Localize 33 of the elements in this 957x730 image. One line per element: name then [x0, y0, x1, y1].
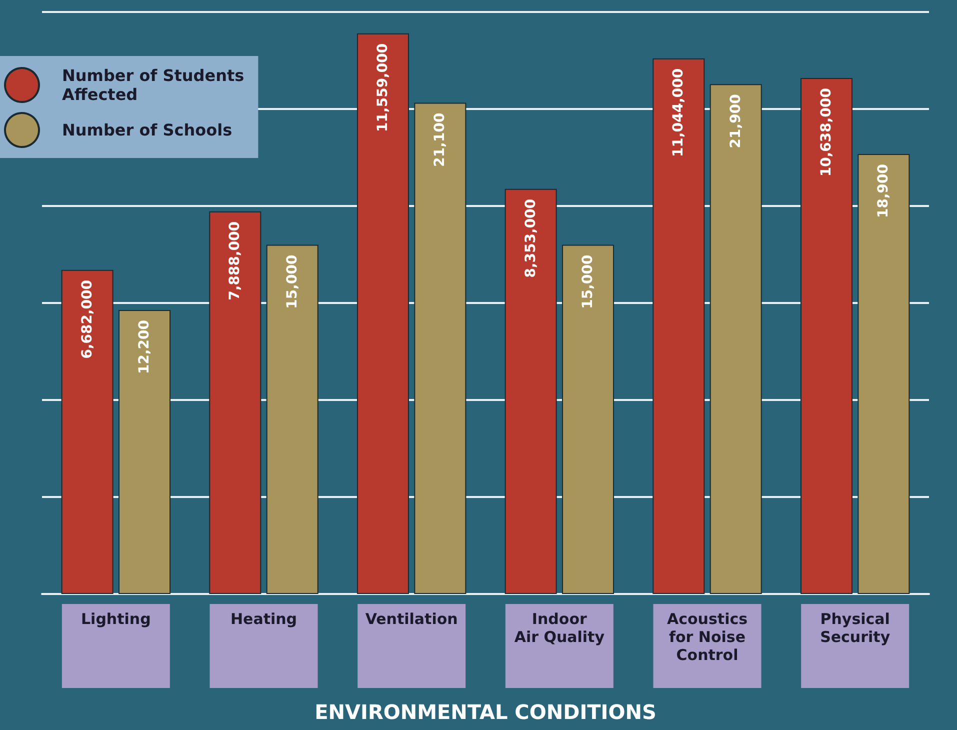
data-label: 21,100 [432, 112, 448, 167]
data-label: 11,044,000 [670, 68, 687, 157]
data-label: 11,559,000 [374, 43, 391, 132]
data-label: 15,000 [284, 254, 300, 309]
bar [118, 310, 171, 594]
legend-label: Number of Students Affected [62, 66, 244, 104]
bar [504, 188, 557, 594]
bar [652, 58, 705, 594]
bar [710, 84, 762, 594]
x-tick-label: Lighting [80, 610, 151, 628]
x-tick-label: Indoor Air Quality [514, 610, 605, 646]
x-tick-label: Acoustics for Noise Control [666, 610, 748, 664]
bar [356, 33, 409, 594]
bar [209, 211, 262, 594]
data-label: 21,900 [728, 94, 744, 148]
x-tick-label: Physical Security [820, 610, 890, 646]
bar [414, 102, 466, 594]
bar [858, 154, 910, 594]
bar [800, 78, 852, 594]
legend-label: Number of Schools [62, 120, 232, 140]
data-label: 12,200 [136, 320, 153, 374]
data-label: 10,638,000 [818, 88, 834, 177]
bar [266, 244, 318, 594]
x-tick-label: Heating [230, 610, 298, 628]
data-label: 8,353,000 [522, 198, 539, 278]
x-axis-title: ENVIRONMENTAL CONDITIONS [314, 700, 656, 724]
bar [562, 244, 614, 594]
x-tick-label: Ventilation [365, 610, 458, 628]
data-label: 6,682,000 [79, 280, 96, 359]
data-label: 7,888,000 [227, 221, 244, 300]
data-label: 15,000 [580, 254, 596, 309]
data-label: 18,900 [876, 164, 892, 218]
bar [61, 270, 114, 594]
